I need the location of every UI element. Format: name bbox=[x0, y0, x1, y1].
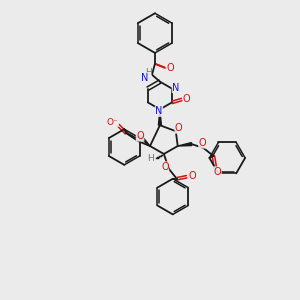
Text: O: O bbox=[166, 63, 174, 73]
Polygon shape bbox=[139, 135, 150, 146]
Text: H: H bbox=[145, 68, 152, 77]
Text: O: O bbox=[183, 94, 190, 104]
Text: O⁻: O⁻ bbox=[106, 118, 118, 127]
Polygon shape bbox=[158, 110, 161, 125]
Text: O: O bbox=[189, 171, 196, 181]
Text: N: N bbox=[172, 82, 180, 93]
Polygon shape bbox=[178, 142, 192, 146]
Text: O: O bbox=[175, 123, 182, 133]
Text: H: H bbox=[148, 154, 154, 164]
Text: O: O bbox=[199, 138, 206, 148]
Text: O: O bbox=[136, 131, 144, 141]
Text: O: O bbox=[214, 167, 221, 177]
Text: O: O bbox=[161, 162, 169, 172]
Text: N: N bbox=[155, 106, 163, 116]
Text: N: N bbox=[141, 73, 149, 83]
